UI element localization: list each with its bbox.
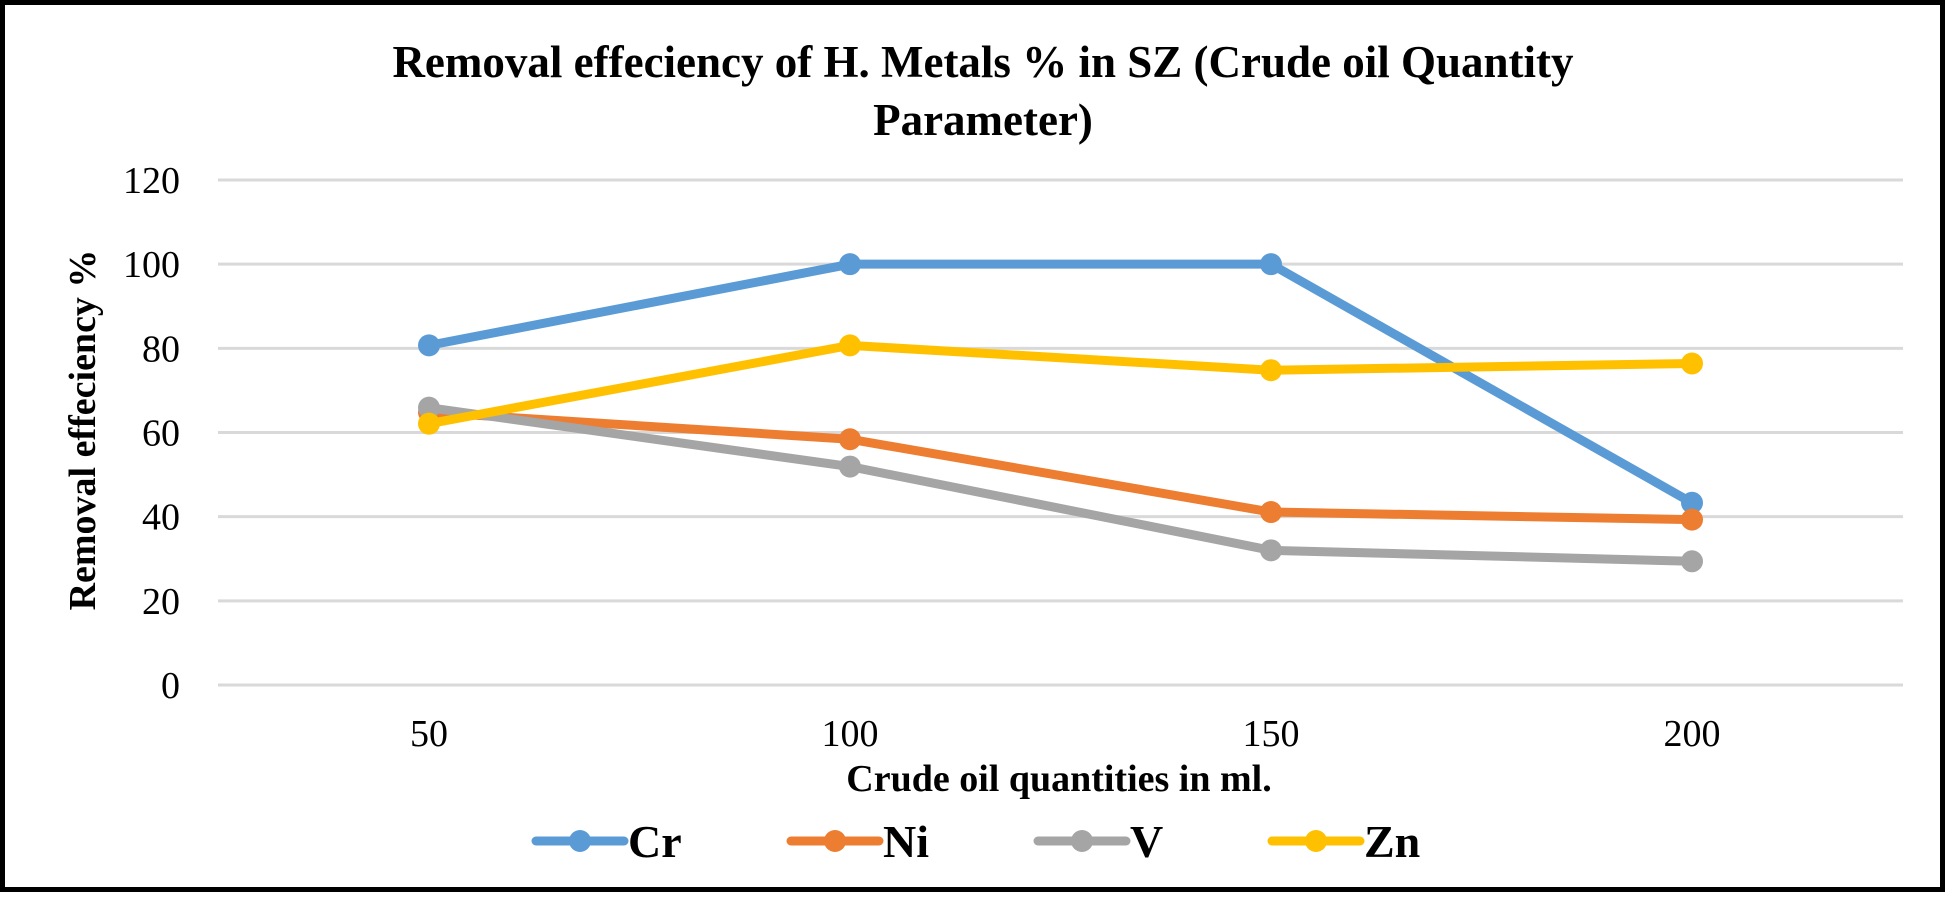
- data-point-zn-150: [1260, 359, 1282, 382]
- series-line-zn: [424, 340, 1697, 429]
- series-v: [418, 396, 1703, 573]
- x-axis-title: Crude oil quantities in ml.: [846, 758, 1271, 800]
- data-point-ni-100: [839, 428, 861, 451]
- series-cr: [418, 253, 1703, 514]
- x-tick-label: 100: [822, 713, 879, 755]
- x-tick-label: 200: [1664, 713, 1721, 755]
- data-point-v-150: [1260, 539, 1282, 562]
- chart-title-line-1: Removal effeciency of H. Metals % in SZ …: [392, 37, 1574, 87]
- data-point-zn-50: [418, 412, 440, 435]
- data-point-v-50: [418, 396, 440, 419]
- x-axis-ticks: 50 100 150 200: [410, 713, 1721, 755]
- data-point-ni-150: [1260, 501, 1282, 524]
- series-line-v: [424, 403, 1697, 566]
- data-point-cr-100: [839, 253, 861, 276]
- y-tick-label: 80: [142, 328, 180, 370]
- data-point-v-200: [1681, 550, 1703, 573]
- y-tick-label: 100: [123, 244, 180, 286]
- series-lines: [418, 253, 1703, 573]
- y-tick-label: 40: [142, 497, 180, 539]
- data-point-cr-150: [1260, 253, 1282, 276]
- gridlines: [218, 178, 1903, 687]
- legend-marker-v: [1071, 830, 1093, 852]
- chart-title-line-2: Parameter): [873, 95, 1093, 145]
- legend-item-zn: Zn: [1267, 816, 1420, 867]
- series-zn: [418, 334, 1703, 435]
- legend-label-v: V: [1130, 816, 1163, 867]
- legend-item-cr: Cr: [531, 816, 682, 867]
- legend-label-zn: Zn: [1364, 816, 1420, 867]
- data-point-ni-200: [1681, 508, 1703, 531]
- series-line-ni: [424, 407, 1697, 525]
- data-point-cr-50: [418, 334, 440, 357]
- y-axis-title: Removal effeciency %: [62, 250, 104, 611]
- legend-marker-zn: [1305, 830, 1327, 852]
- y-tick-label: 0: [161, 665, 180, 707]
- legend-marker-cr: [569, 830, 591, 852]
- y-tick-label: 60: [142, 413, 180, 455]
- line-chart: Removal effeciency of H. Metals % in SZ …: [62, 37, 1903, 867]
- x-tick-label: 150: [1243, 713, 1300, 755]
- legend-item-ni: Ni: [786, 816, 929, 867]
- data-point-cr-200: [1681, 491, 1703, 514]
- y-axis-ticks: 0 20 40 60 80 100 120: [123, 160, 180, 707]
- x-tick-label: 50: [410, 713, 448, 755]
- y-tick-label: 120: [123, 160, 180, 202]
- data-point-zn-100: [839, 334, 861, 357]
- legend-label-ni: Ni: [883, 816, 929, 867]
- data-point-v-100: [839, 455, 861, 478]
- legend-marker-ni: [824, 830, 846, 852]
- y-tick-label: 20: [142, 581, 180, 623]
- data-point-zn-200: [1681, 352, 1703, 375]
- legend-item-v: V: [1033, 816, 1163, 867]
- legend-label-cr: Cr: [628, 816, 682, 867]
- series-line-cr: [424, 259, 1697, 508]
- legend: Cr Ni V Zn: [531, 816, 1420, 867]
